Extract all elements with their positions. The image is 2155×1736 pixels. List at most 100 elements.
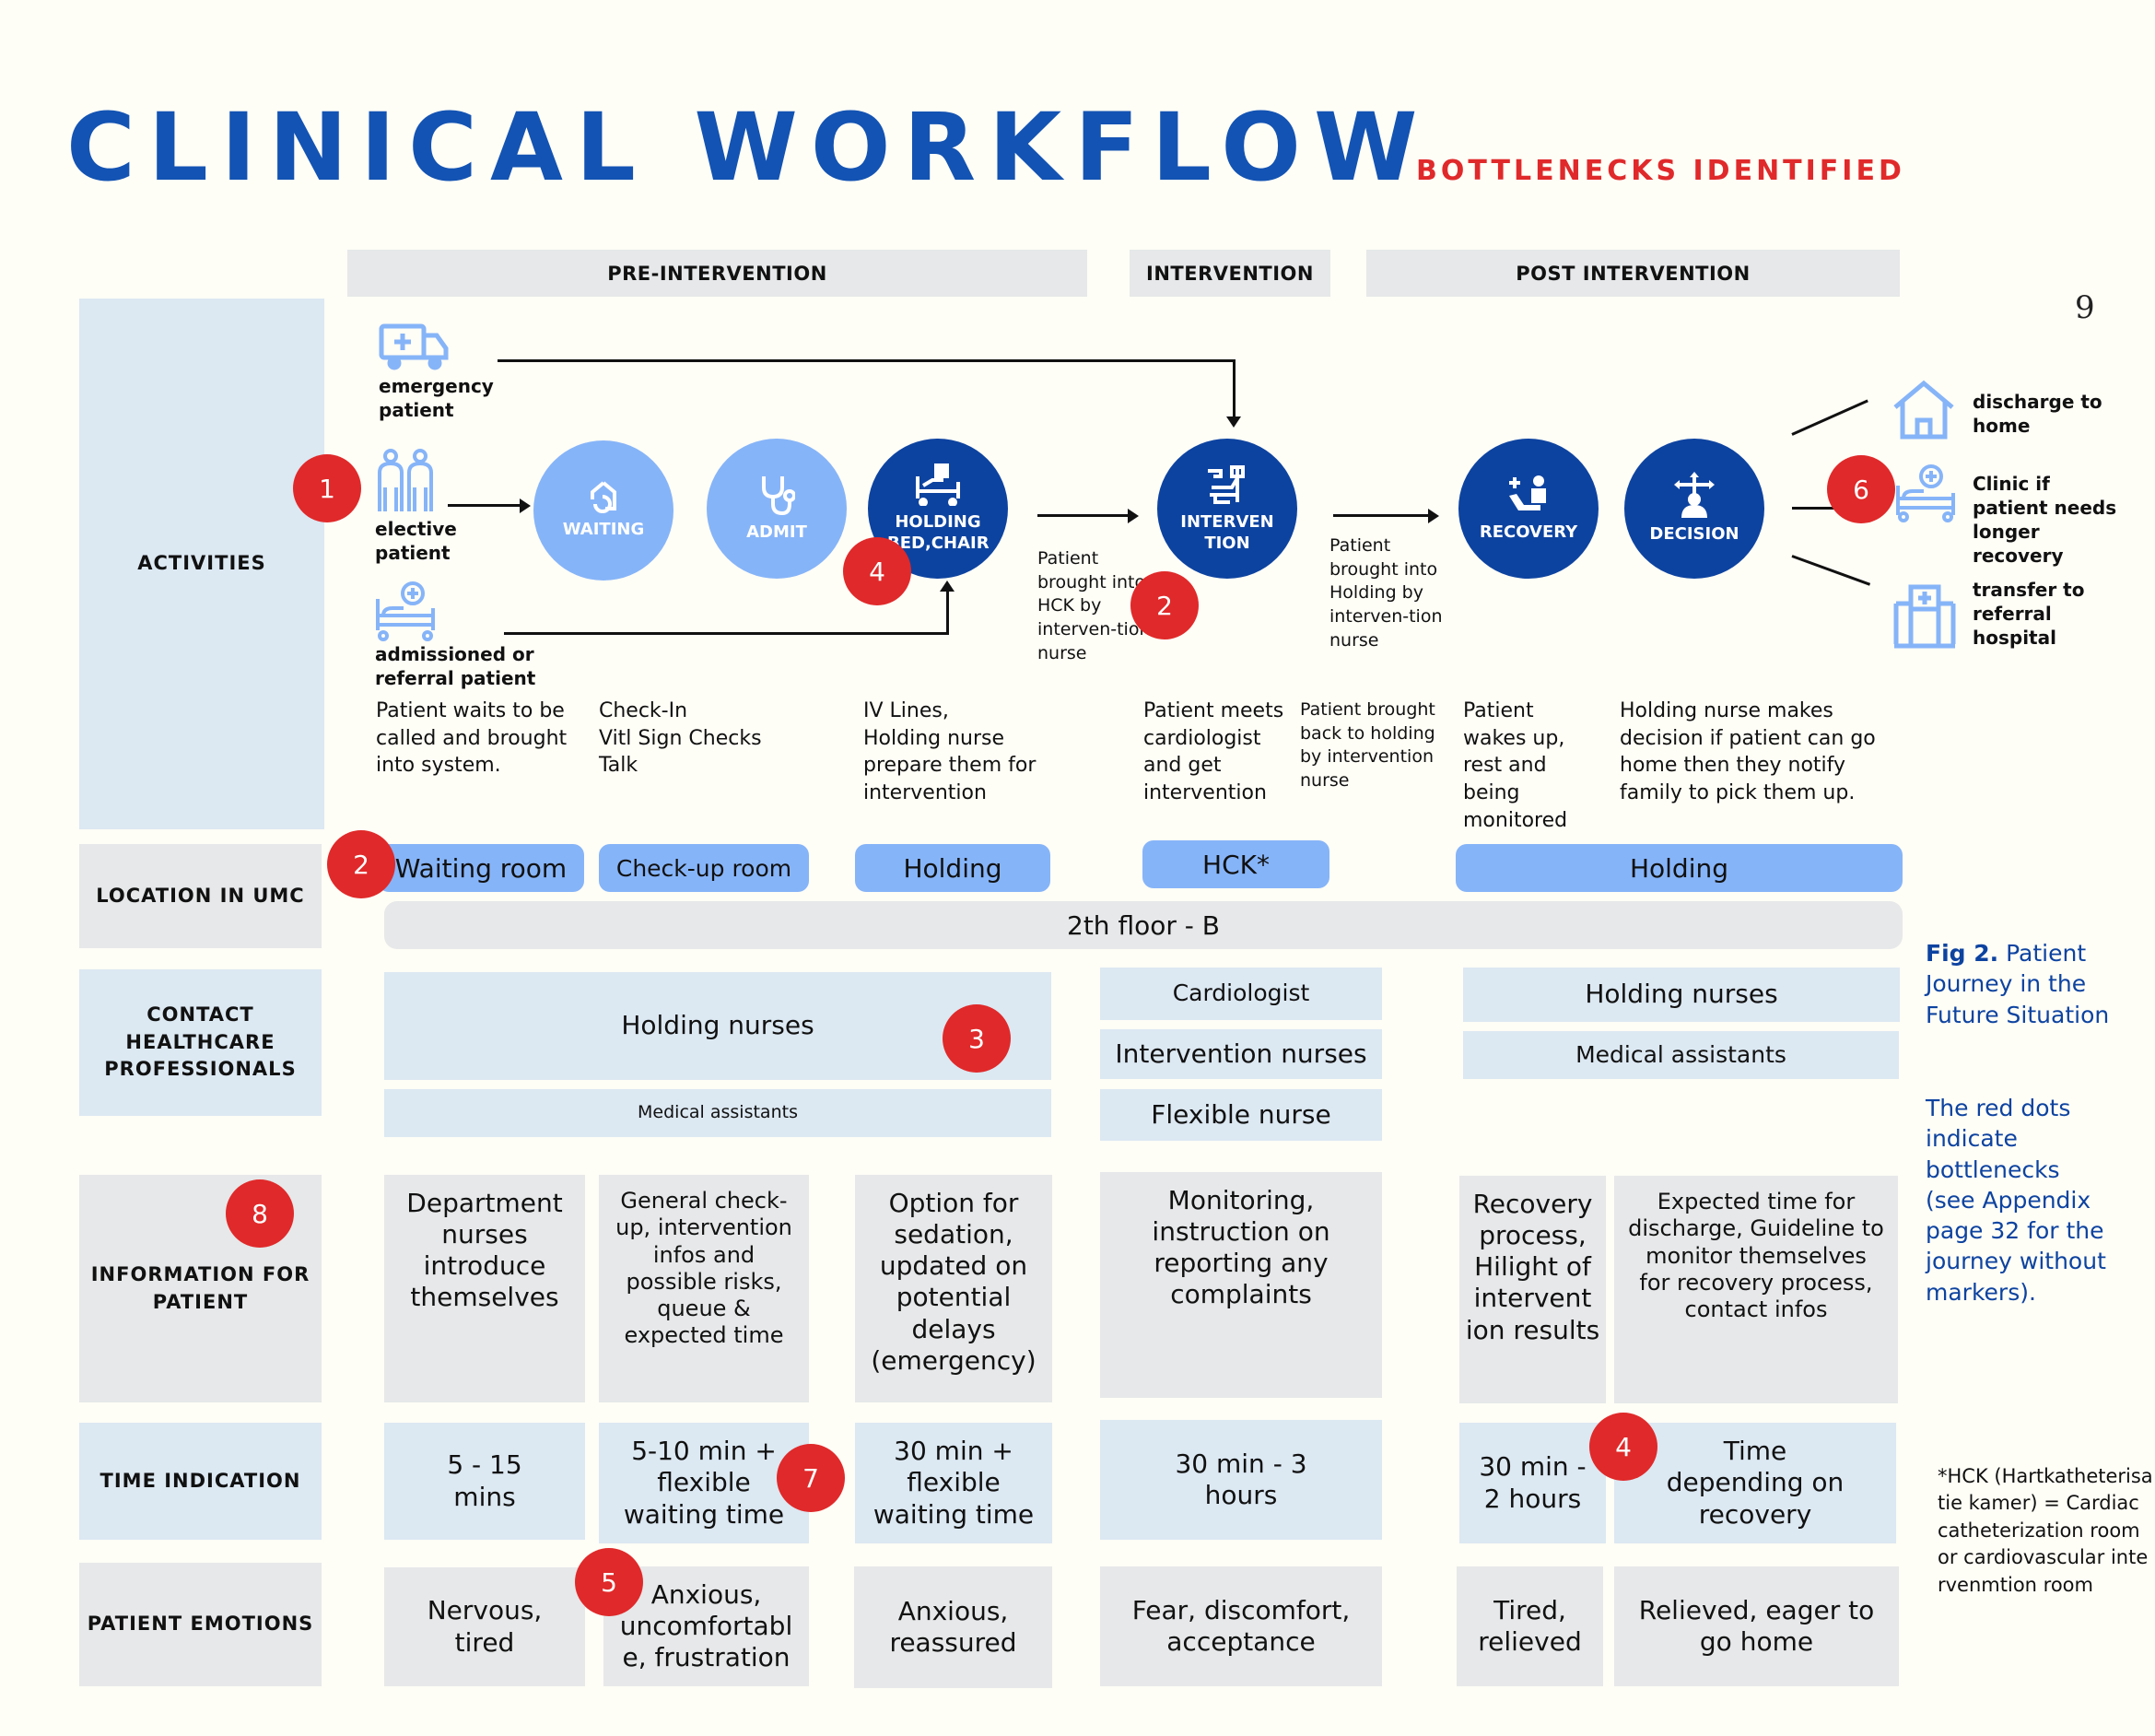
hospital-building-icon [1892,583,1957,653]
bottleneck-marker-7[interactable]: 7 [777,1444,845,1512]
hck-footnote: *HCK (Hartkatheterisatie kamer) = Cardia… [1938,1465,2153,1596]
row-label-activities: ACTIVITIES [79,299,324,829]
row-label-location: LOCATION IN UMC [79,844,322,948]
step-decision[interactable]: DECISION [1624,439,1764,579]
contact-text: Intervention nurses [1115,1038,1367,1069]
bottleneck-marker-1[interactable]: 1 [293,454,361,522]
phase-post-intervention: POST INTERVENTION [1366,250,1900,297]
arrow-head [520,499,531,513]
info-text: Department nurses introduce themselves [406,1188,563,1313]
contact-text: Medical assistants [1575,1040,1786,1068]
step-intervention[interactable]: INTERVEN TION [1157,439,1297,579]
emotion-text: Anxious, reassured [889,1595,1017,1658]
bottleneck-marker-8[interactable]: 8 [226,1179,294,1248]
intervention-icon [1208,464,1245,504]
bottleneck-marker-2[interactable]: 2 [1130,571,1199,639]
step-label: WAITING [562,520,645,540]
row-label-emotions: PATIENT EMOTIONS [79,1563,322,1686]
time-holding: 30 min + flexible waiting time [855,1423,1052,1543]
row-label-text: TIME INDICATION [100,1469,301,1492]
to-recovery-line [1333,514,1430,517]
step-waiting[interactable]: WAITING [533,440,673,581]
info-text: General check-up, intervention infos and… [615,1188,792,1349]
row-label-text: ACTIVITIES [137,552,266,575]
figure-note: The red dots indicate bottlenecks (see A… [1926,1095,2106,1306]
elective-flow-line [448,504,521,507]
step-label: DECISION [1649,524,1739,545]
to-intervention-line [1037,514,1130,517]
step-label: RECOVERY [1479,522,1578,543]
info-waiting: Department nurses introduce themselves [384,1175,585,1402]
time-text: Time depending on recovery [1666,1436,1845,1530]
arrow-head [940,581,955,592]
info-text: Monitoring, instruction on reporting any… [1152,1185,1330,1310]
ambulance-icon [378,323,451,374]
hospital-bed-icon [916,463,960,506]
emotion-waiting: Nervous, tired [384,1567,585,1686]
outcome-discharge: discharge to home [1973,391,2102,437]
info-holding: Option for sedation, updated on potentia… [855,1175,1052,1402]
info-recovery: Recovery process, Hilight of intervent i… [1459,1176,1606,1403]
bottleneck-marker-5[interactable]: 5 [575,1548,643,1616]
emotion-text: Anxious, uncomfortabl e, frustration [619,1578,793,1673]
time-text: 5 - 15 mins [447,1449,522,1512]
row-label-text: LOCATION IN UMC [96,884,305,907]
emotion-text: Nervous, tired [427,1595,543,1658]
contact-text: Cardiologist [1172,979,1310,1007]
description-waiting: Patient waits to be called and brought i… [376,699,568,778]
description-holding: IV Lines, Holding nurse prepare them for… [863,699,1037,805]
contact-intervention-nurses: Intervention nurses [1100,1029,1382,1079]
bottleneck-marker-3[interactable]: 3 [943,1004,1011,1073]
home-icon [1891,380,1956,444]
step-recovery[interactable]: RECOVERY [1458,439,1599,579]
time-recovery: 30 min - 2 hours [1459,1423,1606,1543]
page-number: 9 [2075,289,2095,326]
decision-icon [1674,472,1715,519]
emotion-decision: Relieved, eager to go home [1614,1566,1899,1686]
patients-icon [376,447,437,517]
stethoscope-icon [762,476,795,516]
time-text: 30 min - 3 hours [1175,1448,1307,1510]
patient-type-elective: elective patient [375,518,457,564]
page-subtitle: BOTTLENECKS IDENTIFIED [1416,155,1905,187]
emotion-intervention: Fear, discomfort, acceptance [1100,1566,1382,1686]
transition-to-hck: Patient brought into HCK by interven-tio… [1037,548,1151,663]
recovery-icon [1509,475,1546,511]
info-text: Option for sedation, updated on potentia… [871,1188,1037,1376]
outcome-clinic: Clinic if patient needs longer recovery [1973,473,2117,567]
time-waiting: 5 - 15 mins [384,1423,585,1540]
phase-pre-intervention: PRE-INTERVENTION [347,250,1087,297]
emotion-text: Tired, relieved [1478,1594,1582,1657]
location-waiting-room: Waiting room [378,844,584,892]
description-recovery: Patient wakes up, rest and being monitor… [1463,699,1568,832]
step-admit[interactable]: ADMIT [707,439,847,579]
page-title: CLINICAL WORKFLOW [66,93,1431,203]
row-label-contact: CONTACT HEALTHCARE PROFESSIONALS [79,969,322,1116]
emotion-admit: Anxious, uncomfortabl e, frustration [603,1566,809,1686]
description-intervention: Patient meets cardiologist and get inter… [1143,699,1284,805]
bottleneck-marker-4[interactable]: 4 [1589,1413,1657,1481]
location-hck: HCK* [1142,840,1329,888]
contact-cardiologist: Cardiologist [1100,968,1382,1020]
bottleneck-marker-4[interactable]: 4 [843,537,911,605]
to-discharge-line [1791,399,1868,436]
transition-to-holding: Patient brought into Holding by interven… [1329,535,1443,651]
emotion-text: Relieved, eager to go home [1638,1594,1875,1657]
description-decision: Holding nurse makes decision if patient … [1620,699,1876,805]
row-label-time: TIME INDICATION [79,1423,322,1540]
row-label-text: INFORMATION FOR PATIENT [90,1263,310,1313]
contact-text: Flexible nurse [1151,1098,1331,1130]
info-decision: Expected time for discharge, Guideline t… [1614,1176,1898,1403]
contact-text: Holding nurses [1585,979,1778,1010]
referral-flow-line [504,632,946,635]
bottleneck-marker-6[interactable]: 6 [1827,455,1895,523]
bottleneck-marker-2[interactable]: 2 [327,830,395,898]
referral-flow-line-up [946,590,949,635]
location-holding-post: Holding [1456,844,1903,892]
hospital-bed-icon [374,581,437,645]
step-label: ADMIT [746,522,807,543]
time-intervention: 30 min - 3 hours [1100,1420,1382,1540]
patient-type-admissioned: admissioned or referral patient [375,643,536,689]
info-intervention: Monitoring, instruction on reporting any… [1100,1172,1382,1398]
step-label: HOLDING BED,CHAIR [887,511,990,553]
